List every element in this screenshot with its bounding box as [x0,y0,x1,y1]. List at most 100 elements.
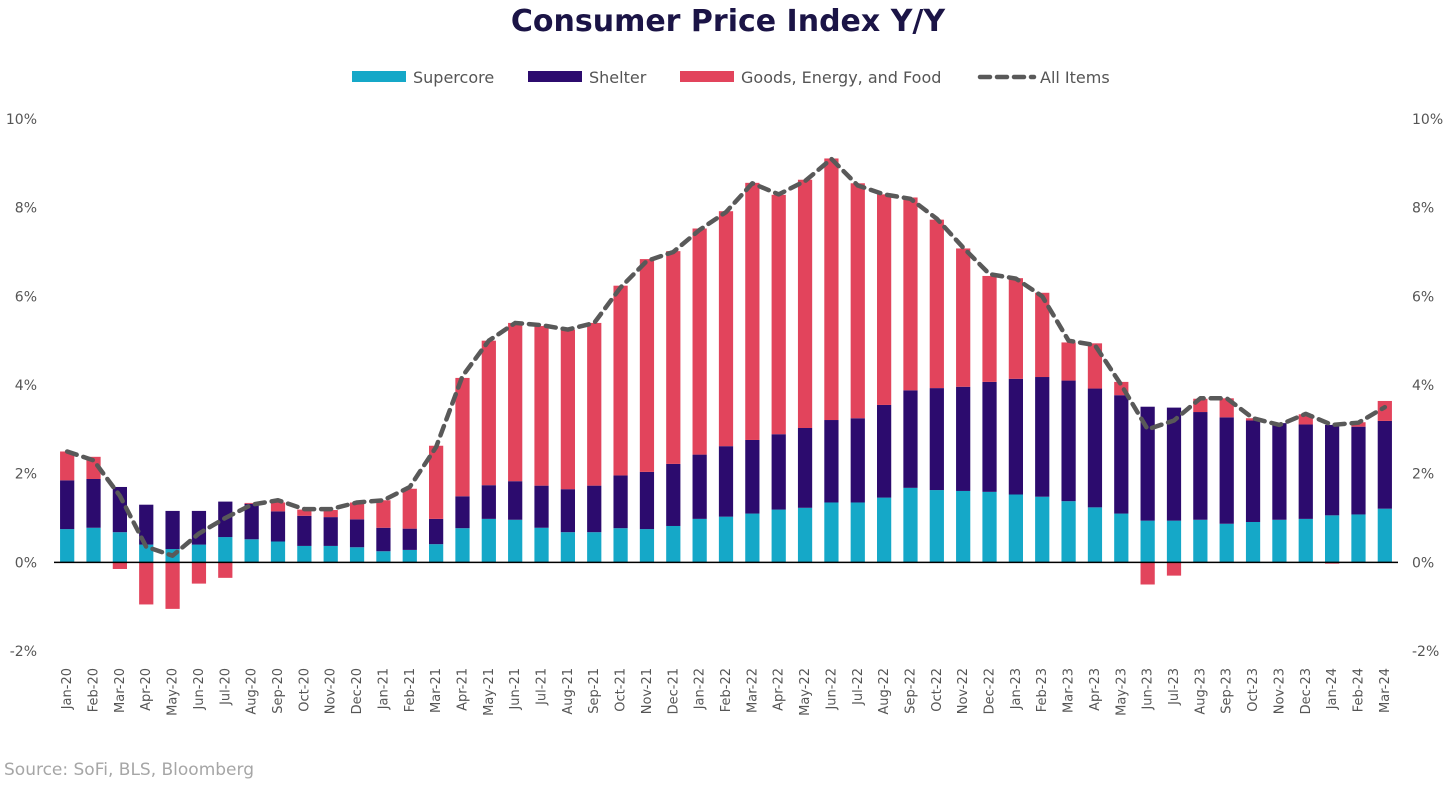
x-tick-label: May-21 [482,668,497,716]
bar-segment [1219,417,1234,524]
y-tick-label-left: 4% [15,378,37,394]
bar-segment [613,475,628,529]
legend-label: All Items [1040,68,1110,87]
y-tick-label-right: 8% [1412,201,1434,217]
bar-segment [481,518,496,563]
bar-segment [429,544,444,563]
bar-segment [797,428,813,508]
bar-segment [402,488,417,529]
bar-segment [1351,426,1366,515]
all-items-line-group [64,156,1388,558]
bar-segment [771,434,786,510]
bar-segment [587,322,602,486]
bar-segment [692,518,707,563]
bar-segment [639,259,655,472]
bar-segment [1114,395,1129,514]
bar-segment [1325,515,1340,563]
bar-segment [666,525,681,563]
x-tick-label: Oct-20 [297,668,312,712]
bar-segment [1166,520,1182,563]
bar-segment [613,528,628,563]
bar-segment [323,545,338,563]
source-note: Source: SoFi, BLS, Bloomberg [4,760,254,780]
bar-segment [139,544,154,563]
bar-segment [165,562,180,609]
legend-label: Goods, Energy, and Food [741,68,941,87]
bars-group [60,158,1392,609]
bar-segment [797,179,813,429]
x-tick-label: Nov-21 [640,668,655,714]
bar-segment [349,519,365,548]
x-tick-label: Jan-23 [1009,668,1024,710]
bar-segment [244,539,259,563]
bar-segment [534,326,549,486]
x-tick-label: Mar-22 [745,668,760,713]
x-tick-label: Jun-23 [1141,668,1156,711]
x-tick-label: Aug-20 [245,668,260,715]
x-tick-label: Nov-23 [1272,668,1287,714]
x-tick-label: May-23 [1114,668,1129,716]
bar-segment [613,285,628,476]
bar-segment [508,481,523,520]
bar-segment [877,404,892,498]
bar-segment [60,451,75,481]
bar-segment [1298,518,1313,563]
bar-segment [718,211,734,447]
bar-segment [455,496,470,529]
bar-segment [1272,423,1287,520]
bar-segment [1377,420,1392,509]
y-tick-label-left: -2% [10,644,37,660]
bar-segment [877,194,892,405]
bar-segment [481,340,496,486]
bar-segment [165,510,180,550]
bar-segment [297,509,312,516]
bar-segment [534,485,549,528]
bar-segment [1008,278,1023,379]
bar-segment [956,386,971,491]
x-tick-label: Apr-21 [455,668,470,711]
y-tick-label-right: 6% [1412,289,1434,305]
bar-segment [297,515,312,546]
x-tick-label: Jun-21 [508,668,523,711]
x-tick-label: May-22 [798,668,813,716]
x-tick-label: Aug-23 [1193,668,1208,715]
bar-segment [1193,412,1208,520]
bar-segment [771,194,786,435]
bar-segment [86,527,101,563]
bar-segment [402,549,417,563]
legend: Supercore Shelter Goods, Energy, and Food A… [352,68,1110,87]
bar-segment [745,182,760,440]
x-tick-label: Dec-23 [1299,668,1314,714]
x-tick-label: Mar-24 [1378,668,1393,713]
x-tick-label: Jul-20 [218,668,233,706]
bar-segment [850,183,865,419]
all-items-line [64,156,1388,558]
x-tick-label: Dec-20 [350,668,365,714]
bar-segment [1061,342,1076,381]
x-tick-label: Feb-23 [1035,668,1050,712]
x-tick-label: Mar-20 [113,668,128,713]
y-tick-label-left: 6% [15,289,37,305]
bar-segment [112,562,127,569]
x-tick-label: Sep-23 [1220,668,1235,714]
bar-segment [349,502,365,520]
bar-segment [666,463,681,526]
bar-segment [1087,388,1103,508]
bar-segment [323,517,338,546]
bar-segment [771,509,786,563]
bar-segment [1377,400,1392,421]
bar-segment [797,507,813,563]
bar-segment [376,527,391,552]
x-tick-label: Jul-21 [535,668,550,706]
bar-segment [929,490,944,563]
bar-segment [60,480,75,530]
bar-segment [1114,513,1129,563]
bar-segment [1035,496,1050,563]
bar-segment [455,377,470,497]
bar-segment [481,485,496,519]
bar-segment [956,248,971,387]
bar-segment [508,322,523,482]
bar-segment [1377,508,1392,563]
bar-segment [297,545,312,563]
